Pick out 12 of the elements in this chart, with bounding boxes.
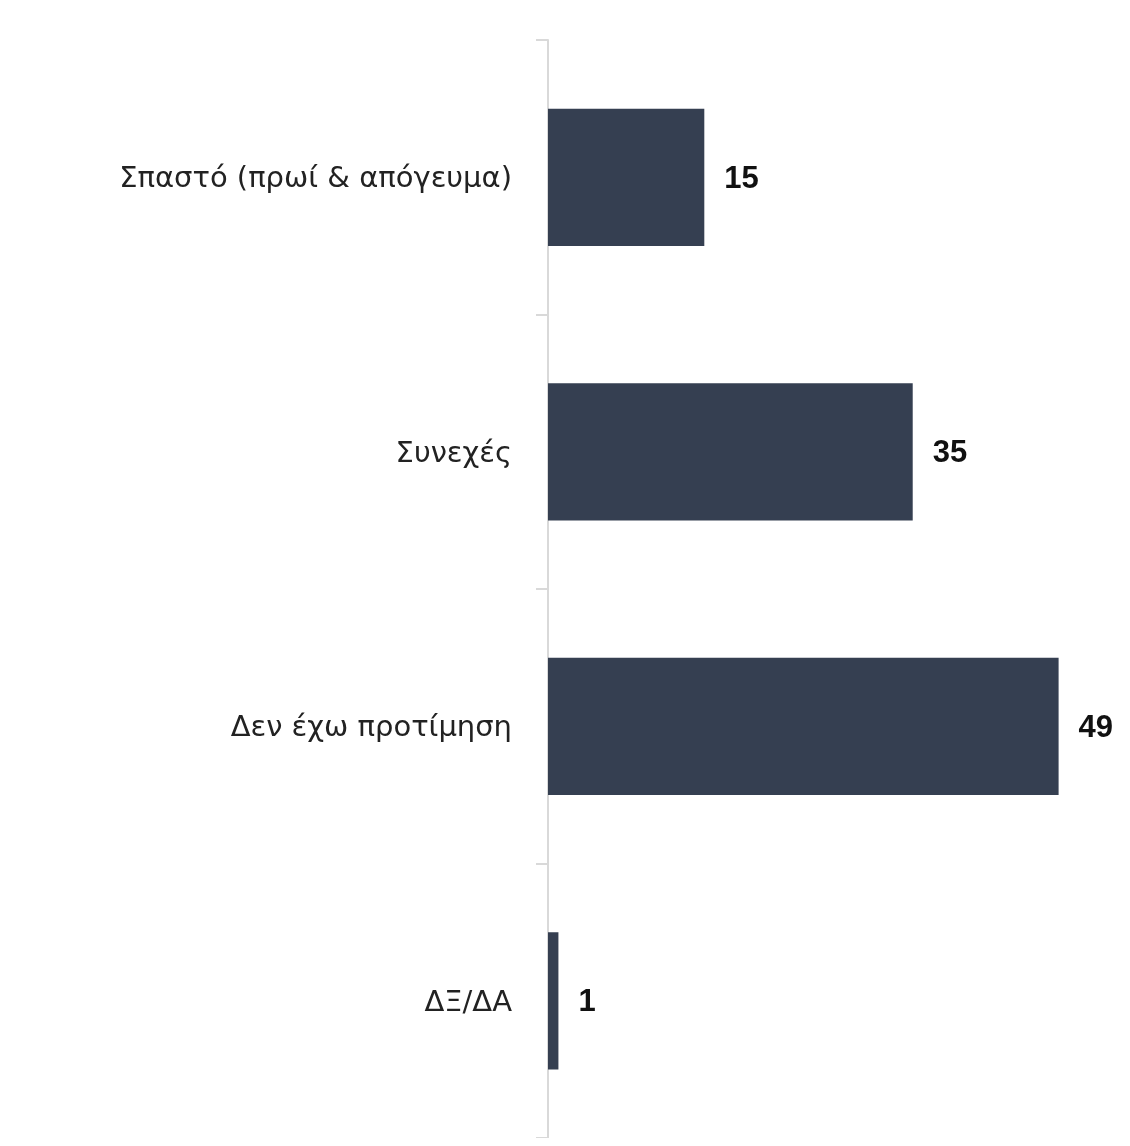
data-label: 1 bbox=[578, 983, 596, 1019]
data-label: 35 bbox=[932, 434, 968, 470]
y-tick-label: Συνεχές bbox=[395, 434, 512, 469]
data-label: 49 bbox=[1078, 708, 1114, 744]
data-label: 15 bbox=[724, 159, 759, 195]
bar bbox=[548, 383, 913, 521]
y-tick-label: Δεν έχω προτίμηση bbox=[230, 709, 512, 744]
y-tick-label: Σπαστό (πρωί & απόγευμα) bbox=[119, 160, 512, 195]
bar bbox=[548, 657, 1059, 795]
y-tick-label: ΔΞ/ΔΑ bbox=[424, 983, 513, 1018]
bar bbox=[548, 932, 559, 1070]
bar bbox=[548, 108, 705, 246]
